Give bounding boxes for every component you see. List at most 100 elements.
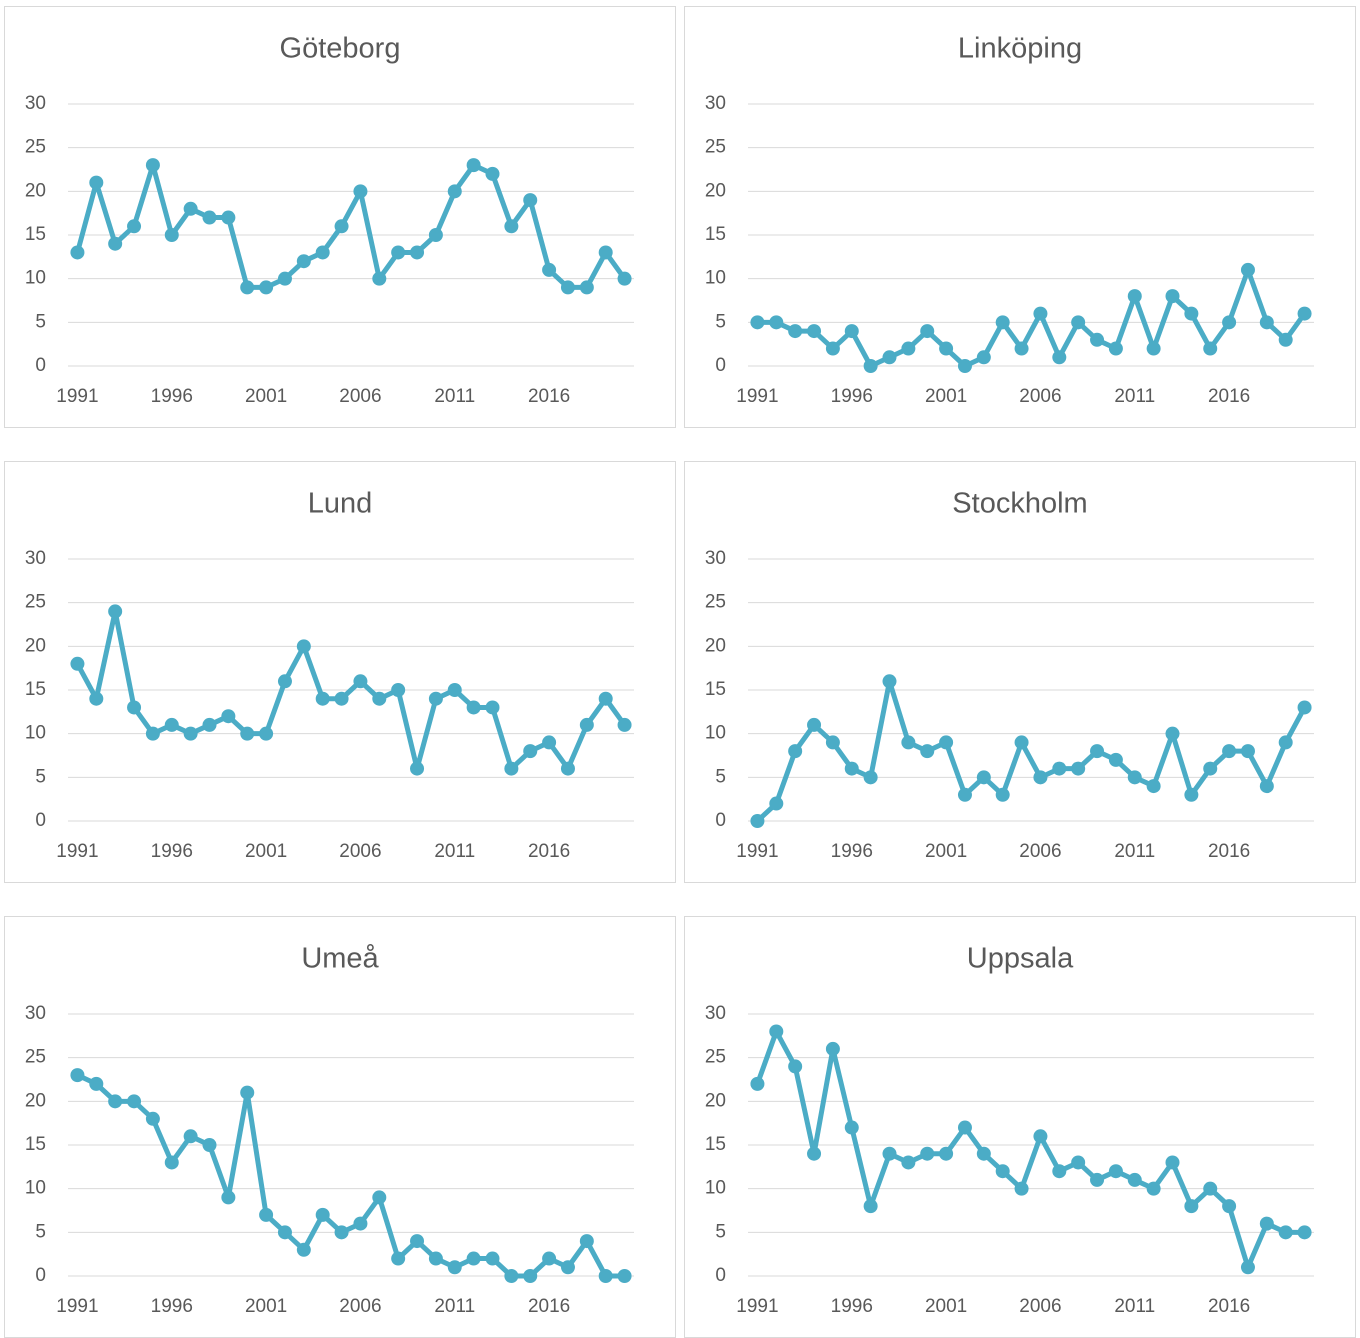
x-tick-label: 2016	[528, 1296, 570, 1317]
data-point	[1127, 770, 1142, 785]
data-point	[1222, 315, 1237, 330]
data-point	[995, 315, 1010, 330]
data-point	[976, 770, 991, 785]
data-point	[863, 770, 878, 785]
x-tick-label: 2011	[1114, 386, 1155, 407]
x-tick-label: 1996	[151, 1296, 193, 1317]
x-tick-label: 2011	[1114, 841, 1155, 862]
data-point	[296, 639, 311, 654]
data-point	[523, 193, 538, 208]
data-point	[1090, 744, 1105, 759]
data-point	[1127, 289, 1142, 304]
data-point	[1014, 341, 1029, 356]
data-point	[1240, 744, 1255, 759]
chart-title: Linköping	[958, 33, 1082, 65]
data-point	[523, 744, 538, 759]
data-point	[70, 245, 85, 260]
x-tick-label: 2001	[245, 386, 287, 407]
series-line	[75, 162, 627, 290]
data-point	[995, 787, 1010, 802]
x-tick-label: 2011	[1114, 1296, 1155, 1317]
data-point	[920, 744, 935, 759]
data-point	[1090, 332, 1105, 347]
data-point	[1203, 1181, 1218, 1196]
data-point	[598, 1269, 613, 1283]
series-line	[757, 267, 1307, 369]
data-point	[70, 1068, 85, 1083]
data-point	[1108, 752, 1123, 767]
data-point	[560, 761, 575, 776]
data-point	[920, 324, 935, 339]
data-point	[939, 1146, 954, 1161]
data-point	[617, 271, 632, 286]
data-point	[485, 700, 500, 715]
y-tick-label: 5	[35, 766, 46, 787]
data-point	[579, 1234, 594, 1249]
x-tick-label: 1991	[56, 841, 98, 862]
panel-border	[4, 6, 676, 428]
data-point	[788, 1059, 803, 1074]
data-point	[523, 1269, 538, 1283]
data-point	[825, 341, 840, 356]
data-point	[882, 1146, 897, 1161]
data-point	[844, 761, 859, 776]
x-tick-label: 2006	[1019, 841, 1061, 862]
data-point	[89, 691, 104, 706]
x-tick-label: 1991	[736, 841, 778, 862]
data-point	[1014, 1181, 1029, 1196]
data-point	[164, 1155, 179, 1170]
data-point	[466, 158, 481, 173]
data-point	[542, 1251, 557, 1266]
x-tick-label: 2006	[339, 386, 381, 407]
data-point	[598, 245, 613, 260]
data-point	[447, 1260, 462, 1275]
y-tick-label: 30	[25, 93, 46, 114]
data-point	[334, 219, 349, 234]
y-tick-label: 5	[35, 311, 46, 332]
data-point	[617, 717, 632, 732]
data-point	[1184, 306, 1199, 321]
y-tick-label: 15	[25, 679, 46, 700]
data-point	[1240, 262, 1255, 277]
data-point	[769, 315, 784, 330]
x-tick-label: 2016	[1208, 386, 1250, 407]
x-tick-label: 2016	[528, 841, 570, 862]
data-point	[1240, 1260, 1255, 1275]
data-point	[127, 700, 142, 715]
x-tick-label: 1996	[151, 386, 193, 407]
data-point	[296, 1242, 311, 1257]
x-tick-label: 1996	[831, 841, 873, 862]
data-point	[579, 280, 594, 295]
data-point	[750, 1076, 765, 1091]
data-point	[108, 236, 123, 251]
y-tick-label: 10	[705, 1178, 726, 1199]
data-point	[277, 1225, 292, 1240]
data-point	[353, 1216, 368, 1231]
data-point	[1108, 1164, 1123, 1179]
x-tick-label: 2016	[528, 386, 570, 407]
y-tick-label: 20	[705, 180, 726, 201]
data-point	[127, 1094, 142, 1109]
x-tick-label: 1991	[56, 386, 98, 407]
data-point	[807, 717, 822, 732]
data-point	[447, 184, 462, 199]
chart-panel: Lund 0 5 10 15 20 25 30 1991 1996 2001 2006 2011 2016	[4, 461, 676, 883]
data-point	[788, 324, 803, 339]
y-tick-label: 25	[705, 1047, 726, 1068]
data-point	[334, 691, 349, 706]
y-tick-label: 25	[25, 592, 46, 613]
data-point	[372, 691, 387, 706]
y-tick-label: 20	[705, 1090, 726, 1111]
x-tick-label: 2001	[925, 386, 967, 407]
data-point	[1014, 735, 1029, 750]
data-point	[807, 324, 822, 339]
chart-title: Göteborg	[280, 33, 401, 65]
data-point	[202, 1138, 217, 1152]
data-point	[259, 1207, 274, 1222]
y-tick-label: 0	[715, 1265, 726, 1286]
data-point	[1259, 315, 1274, 330]
data-point	[447, 683, 462, 697]
data-point	[1222, 1199, 1237, 1214]
data-point	[240, 1085, 255, 1100]
chart-panel: Umeå 0 5 10 15 20 25 30 1991 1996 2001 2006 2011 2016	[4, 916, 676, 1338]
